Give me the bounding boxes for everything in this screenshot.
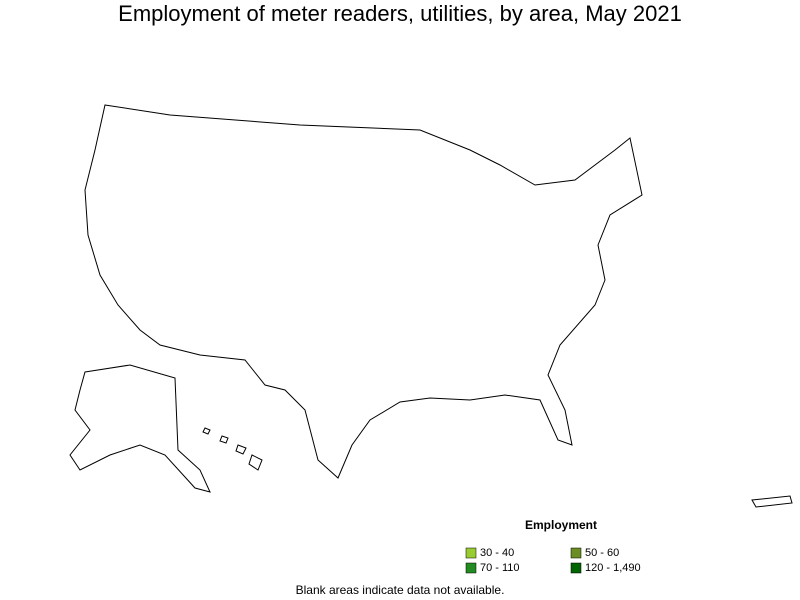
alaska: [69, 364, 211, 493]
legend-title: Employment: [525, 518, 597, 532]
legend-label: 70 - 110: [480, 562, 520, 574]
legend-label: 120 - 1,490: [585, 562, 641, 574]
hawaii: [202, 427, 263, 471]
legend-swatch: [465, 547, 477, 559]
legend-label: 50 - 60: [585, 547, 619, 559]
legend-swatch: [465, 562, 477, 574]
puerto-rico: [751, 495, 793, 508]
map-outline: [69, 104, 793, 508]
legend-swatch: [570, 547, 582, 559]
legend: 30 - 40 50 - 60 70 - 110 120 - 1,490: [465, 547, 641, 574]
footnote: Blank areas indicate data not available.: [296, 583, 505, 597]
contiguous-us: [84, 104, 643, 479]
legend-swatch: [570, 562, 582, 574]
map-title: Employment of meter readers, utilities, …: [118, 1, 682, 26]
legend-label: 30 - 40: [480, 547, 514, 559]
